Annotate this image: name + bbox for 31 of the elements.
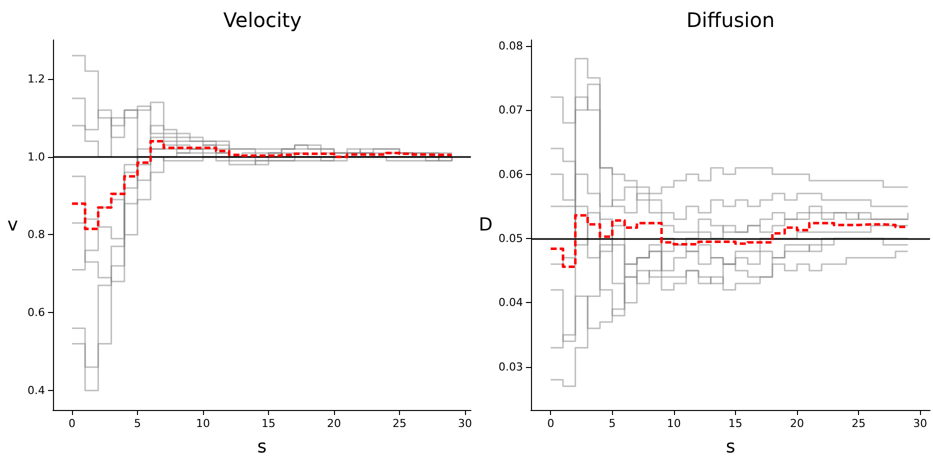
- chart-title: Velocity: [223, 8, 302, 32]
- y-tick-label: 0.05: [498, 232, 523, 245]
- x-tick-label: 25: [852, 417, 866, 430]
- x-tick-label: 20: [790, 417, 804, 430]
- y-tick-label: 0.8: [28, 228, 45, 242]
- x-tick-label: 0: [547, 417, 554, 430]
- y-axis-title: v: [7, 214, 18, 236]
- y-tick-label: 0.07: [498, 104, 523, 117]
- x-tick-label: 30: [913, 417, 928, 430]
- x-tick-label: 25: [392, 417, 406, 430]
- y-tick-label: 0.4: [28, 384, 45, 398]
- x-axis-title: s: [257, 436, 267, 458]
- x-tick-label: 20: [327, 417, 341, 430]
- x-tick-label: 15: [728, 417, 742, 430]
- y-tick-label: 1.0: [28, 150, 45, 164]
- x-tick-label: 5: [608, 417, 616, 430]
- x-tick-label: 30: [458, 417, 472, 430]
- y-tick-label: 0.08: [498, 39, 523, 52]
- y-axis-title: D: [478, 214, 493, 236]
- y-tick-label: 0.06: [498, 168, 523, 181]
- x-tick-label: 0: [68, 417, 76, 430]
- chart-title: Diffusion: [686, 8, 775, 32]
- x-tick-label: 15: [262, 417, 276, 430]
- y-tick-label: 0.6: [28, 306, 45, 320]
- x-tick-label: 10: [666, 417, 681, 430]
- x-axis-title: s: [726, 436, 736, 458]
- y-tick-label: 1.2: [28, 72, 45, 86]
- y-tick-label: 0.03: [498, 360, 523, 374]
- y-tick-label: 0.04: [498, 296, 523, 310]
- x-tick-label: 5: [134, 417, 141, 430]
- x-tick-label: 10: [196, 417, 210, 430]
